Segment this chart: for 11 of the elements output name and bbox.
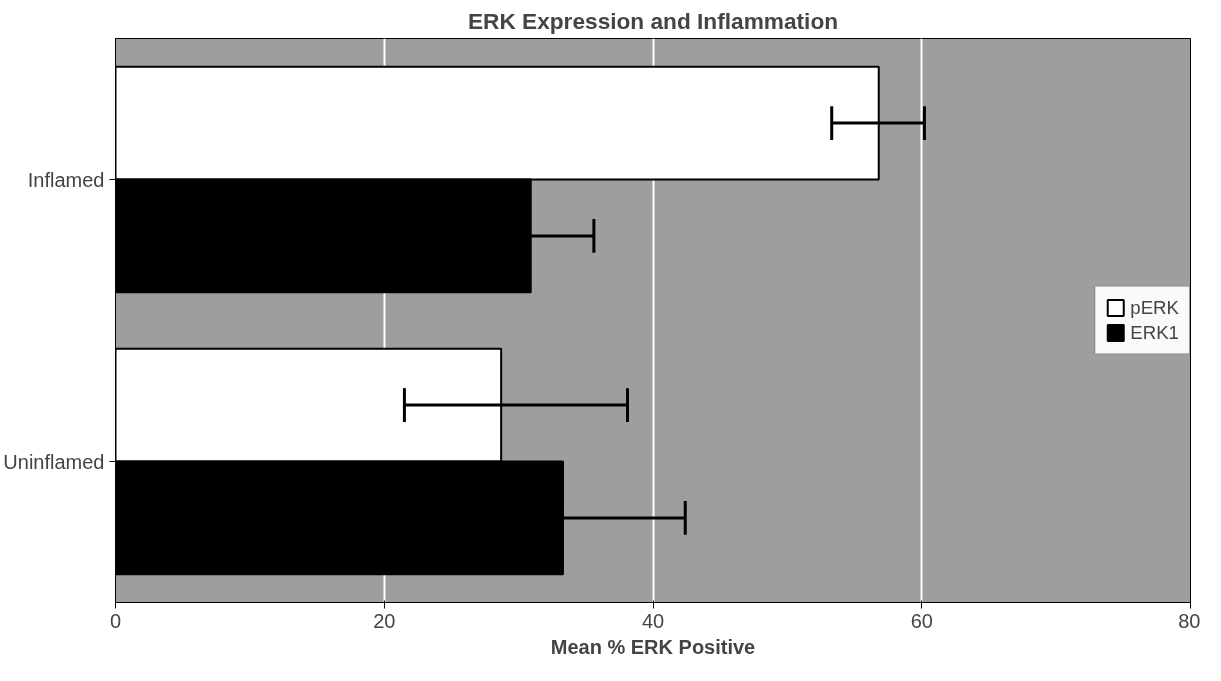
y-tick-label: Uninflamed [3,450,105,473]
chart-title: ERK Expression and Inflammation [467,7,839,34]
x-tick-label: 80 [1178,609,1201,632]
legend-label: pERK [1130,296,1179,319]
legend-label: ERK1 [1130,321,1179,344]
x-tick-label: 60 [910,609,933,632]
x-tick-label: 20 [373,609,396,632]
y-tick-label: Inflamed [27,168,105,191]
x-tick-label: 40 [641,609,665,632]
x-tick-label: 0 [109,609,122,632]
x-axis-title: Mean % ERK Positive [550,635,756,658]
